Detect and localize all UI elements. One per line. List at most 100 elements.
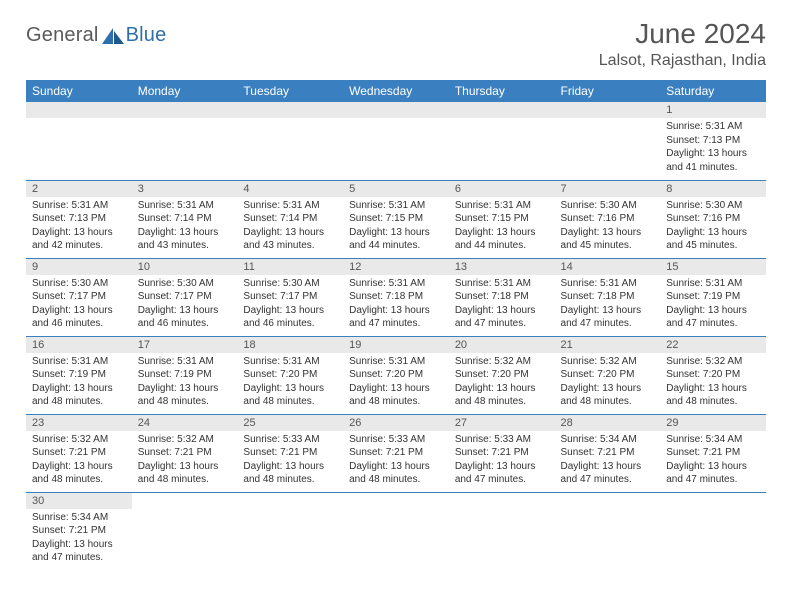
calendar-cell: 9Sunrise: 5:30 AMSunset: 7:17 PMDaylight…	[26, 258, 132, 336]
sunrise-text: Sunrise: 5:31 AM	[455, 199, 549, 213]
calendar-row: 9Sunrise: 5:30 AMSunset: 7:17 PMDaylight…	[26, 258, 766, 336]
day-details: Sunrise: 5:31 AMSunset: 7:18 PMDaylight:…	[555, 275, 661, 335]
page-header: General Blue June 2024 Lalsot, Rajasthan…	[26, 18, 766, 70]
day-number: 16	[26, 337, 132, 353]
day-details: Sunrise: 5:30 AMSunset: 7:16 PMDaylight:…	[660, 197, 766, 257]
daylight-text: Daylight: 13 hours and 44 minutes.	[455, 226, 549, 253]
day-details: Sunrise: 5:31 AMSunset: 7:15 PMDaylight:…	[449, 197, 555, 257]
day-number: 10	[132, 259, 238, 275]
daylight-text: Daylight: 13 hours and 48 minutes.	[243, 460, 337, 487]
logo-text-general: General	[26, 24, 99, 47]
day-details: Sunrise: 5:32 AMSunset: 7:20 PMDaylight:…	[555, 353, 661, 413]
calendar-cell	[343, 492, 449, 570]
sunset-text: Sunset: 7:17 PM	[243, 290, 337, 304]
sunset-text: Sunset: 7:20 PM	[349, 368, 443, 382]
calendar-cell: 2Sunrise: 5:31 AMSunset: 7:13 PMDaylight…	[26, 180, 132, 258]
sunset-text: Sunset: 7:21 PM	[243, 446, 337, 460]
sunset-text: Sunset: 7:19 PM	[32, 368, 126, 382]
daylight-text: Daylight: 13 hours and 43 minutes.	[138, 226, 232, 253]
sunrise-text: Sunrise: 5:32 AM	[455, 355, 549, 369]
sunrise-text: Sunrise: 5:31 AM	[455, 277, 549, 291]
sunset-text: Sunset: 7:13 PM	[666, 134, 760, 148]
calendar-cell: 27Sunrise: 5:33 AMSunset: 7:21 PMDayligh…	[449, 414, 555, 492]
daylight-text: Daylight: 13 hours and 46 minutes.	[138, 304, 232, 331]
calendar-cell	[237, 492, 343, 570]
empty-daynum	[237, 102, 343, 118]
calendar-cell: 30Sunrise: 5:34 AMSunset: 7:21 PMDayligh…	[26, 492, 132, 570]
day-number: 24	[132, 415, 238, 431]
day-number: 11	[237, 259, 343, 275]
day-number: 3	[132, 181, 238, 197]
sunrise-text: Sunrise: 5:30 AM	[243, 277, 337, 291]
daylight-text: Daylight: 13 hours and 48 minutes.	[32, 382, 126, 409]
day-details: Sunrise: 5:31 AMSunset: 7:19 PMDaylight:…	[660, 275, 766, 335]
logo: General Blue	[26, 24, 166, 47]
sunset-text: Sunset: 7:21 PM	[138, 446, 232, 460]
day-number: 15	[660, 259, 766, 275]
daylight-text: Daylight: 13 hours and 42 minutes.	[32, 226, 126, 253]
logo-text-blue: Blue	[126, 24, 167, 47]
day-details: Sunrise: 5:32 AMSunset: 7:20 PMDaylight:…	[449, 353, 555, 413]
day-number: 29	[660, 415, 766, 431]
calendar-cell: 26Sunrise: 5:33 AMSunset: 7:21 PMDayligh…	[343, 414, 449, 492]
sunset-text: Sunset: 7:21 PM	[666, 446, 760, 460]
location-subtitle: Lalsot, Rajasthan, India	[599, 52, 766, 70]
calendar-row: 1Sunrise: 5:31 AMSunset: 7:13 PMDaylight…	[26, 102, 766, 180]
sunrise-text: Sunrise: 5:34 AM	[666, 433, 760, 447]
calendar-cell	[555, 492, 661, 570]
weekday-header-row: Sunday Monday Tuesday Wednesday Thursday…	[26, 80, 766, 102]
calendar-cell: 14Sunrise: 5:31 AMSunset: 7:18 PMDayligh…	[555, 258, 661, 336]
day-details: Sunrise: 5:30 AMSunset: 7:17 PMDaylight:…	[132, 275, 238, 335]
empty-daynum	[132, 102, 238, 118]
daylight-text: Daylight: 13 hours and 47 minutes.	[561, 304, 655, 331]
day-number: 27	[449, 415, 555, 431]
daylight-text: Daylight: 13 hours and 44 minutes.	[349, 226, 443, 253]
sunset-text: Sunset: 7:18 PM	[455, 290, 549, 304]
calendar-cell: 28Sunrise: 5:34 AMSunset: 7:21 PMDayligh…	[555, 414, 661, 492]
sunset-text: Sunset: 7:21 PM	[32, 524, 126, 538]
day-details: Sunrise: 5:33 AMSunset: 7:21 PMDaylight:…	[343, 431, 449, 491]
sunset-text: Sunset: 7:20 PM	[455, 368, 549, 382]
calendar-cell: 17Sunrise: 5:31 AMSunset: 7:19 PMDayligh…	[132, 336, 238, 414]
calendar-cell: 3Sunrise: 5:31 AMSunset: 7:14 PMDaylight…	[132, 180, 238, 258]
day-details: Sunrise: 5:31 AMSunset: 7:20 PMDaylight:…	[343, 353, 449, 413]
day-details: Sunrise: 5:34 AMSunset: 7:21 PMDaylight:…	[555, 431, 661, 491]
day-number: 6	[449, 181, 555, 197]
calendar-cell: 1Sunrise: 5:31 AMSunset: 7:13 PMDaylight…	[660, 102, 766, 180]
daylight-text: Daylight: 13 hours and 48 minutes.	[243, 382, 337, 409]
sunrise-text: Sunrise: 5:32 AM	[561, 355, 655, 369]
calendar-cell	[660, 492, 766, 570]
sunrise-text: Sunrise: 5:30 AM	[561, 199, 655, 213]
calendar-cell	[132, 492, 238, 570]
daylight-text: Daylight: 13 hours and 43 minutes.	[243, 226, 337, 253]
day-number: 19	[343, 337, 449, 353]
calendar-row: 2Sunrise: 5:31 AMSunset: 7:13 PMDaylight…	[26, 180, 766, 258]
empty-daynum	[26, 102, 132, 118]
day-number: 30	[26, 493, 132, 509]
calendar-cell: 7Sunrise: 5:30 AMSunset: 7:16 PMDaylight…	[555, 180, 661, 258]
daylight-text: Daylight: 13 hours and 48 minutes.	[349, 382, 443, 409]
day-details: Sunrise: 5:30 AMSunset: 7:17 PMDaylight:…	[26, 275, 132, 335]
sunset-text: Sunset: 7:13 PM	[32, 212, 126, 226]
daylight-text: Daylight: 13 hours and 47 minutes.	[666, 460, 760, 487]
sunrise-text: Sunrise: 5:31 AM	[243, 199, 337, 213]
day-details: Sunrise: 5:31 AMSunset: 7:15 PMDaylight:…	[343, 197, 449, 257]
sunrise-text: Sunrise: 5:32 AM	[32, 433, 126, 447]
daylight-text: Daylight: 13 hours and 47 minutes.	[455, 460, 549, 487]
sunrise-text: Sunrise: 5:33 AM	[455, 433, 549, 447]
sunset-text: Sunset: 7:19 PM	[666, 290, 760, 304]
day-number: 23	[26, 415, 132, 431]
calendar-row: 30Sunrise: 5:34 AMSunset: 7:21 PMDayligh…	[26, 492, 766, 570]
sunrise-text: Sunrise: 5:31 AM	[561, 277, 655, 291]
sunset-text: Sunset: 7:18 PM	[349, 290, 443, 304]
daylight-text: Daylight: 13 hours and 46 minutes.	[243, 304, 337, 331]
calendar-cell: 19Sunrise: 5:31 AMSunset: 7:20 PMDayligh…	[343, 336, 449, 414]
weekday-header: Thursday	[449, 80, 555, 102]
calendar-cell: 16Sunrise: 5:31 AMSunset: 7:19 PMDayligh…	[26, 336, 132, 414]
day-details: Sunrise: 5:31 AMSunset: 7:13 PMDaylight:…	[660, 118, 766, 178]
daylight-text: Daylight: 13 hours and 45 minutes.	[561, 226, 655, 253]
sunrise-text: Sunrise: 5:30 AM	[32, 277, 126, 291]
daylight-text: Daylight: 13 hours and 47 minutes.	[349, 304, 443, 331]
calendar-cell	[449, 102, 555, 180]
calendar-cell	[343, 102, 449, 180]
